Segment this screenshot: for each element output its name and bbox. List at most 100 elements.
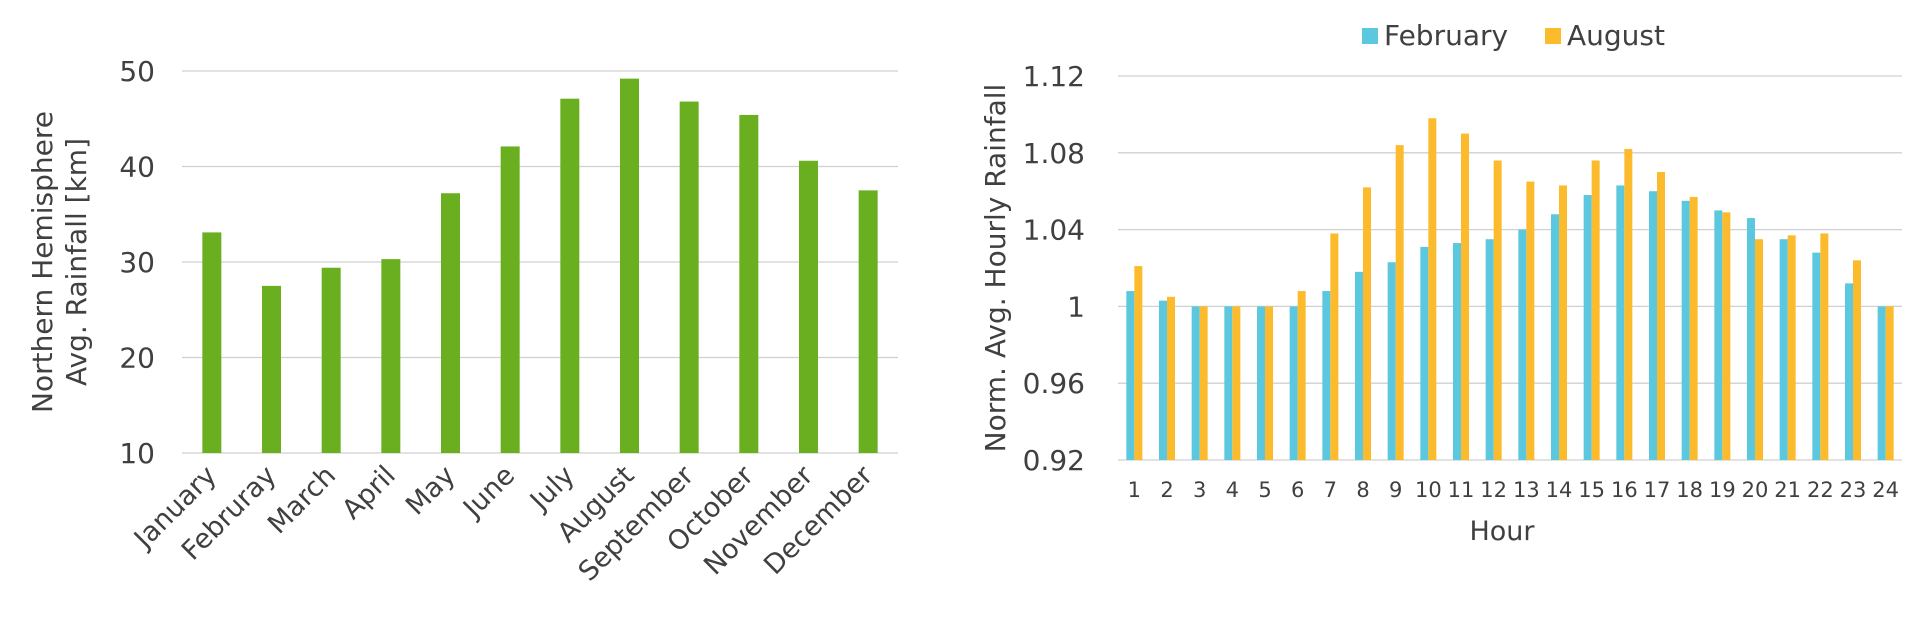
bar [202, 232, 222, 453]
bar [858, 190, 878, 453]
x-tick-label: 17 [1644, 478, 1671, 502]
bar [262, 285, 281, 453]
bar [560, 98, 580, 453]
bar-february [1747, 218, 1755, 460]
bar-february [1877, 306, 1886, 460]
x-tick-label: 5 [1258, 478, 1271, 502]
x-tick-label: 19 [1709, 478, 1736, 502]
x-tick-label: May [400, 460, 461, 521]
x-tick-label: 7 [1324, 478, 1337, 502]
x-tick-label: 4 [1226, 478, 1239, 502]
bar [679, 101, 699, 453]
bar [739, 114, 759, 454]
bar-august [1167, 296, 1175, 460]
bar-february [1224, 306, 1233, 460]
x-axis-title: Hour [1469, 516, 1535, 547]
x-tick-label: March [262, 460, 342, 540]
bar-august [1330, 233, 1339, 460]
x-tick-label: 18 [1676, 478, 1703, 502]
bar-august [1657, 172, 1665, 460]
legend-swatch [1362, 28, 1378, 44]
bar [321, 267, 341, 453]
y-tick-label: 20 [119, 342, 155, 375]
bar-february [1289, 306, 1298, 460]
y-tick-label: 0.96 [1023, 367, 1085, 400]
bar-february [1453, 243, 1461, 460]
bar-february [1779, 239, 1788, 460]
legend-swatch [1545, 28, 1561, 44]
x-tick-label: 22 [1807, 478, 1834, 502]
legend-label: February [1384, 19, 1508, 52]
x-tick-label: 13 [1513, 478, 1540, 502]
bar-february [1420, 246, 1429, 460]
y-axis-title: Northern Hemisphere Avg. Rainfall [km] [26, 111, 93, 413]
bar-february [1616, 185, 1625, 460]
x-tick-label: 11 [1448, 478, 1475, 502]
bar-february [1126, 291, 1135, 460]
bar-august [1689, 196, 1698, 460]
x-tick-label: 14 [1546, 478, 1573, 502]
bar-february [1649, 191, 1657, 460]
bar-february [1681, 200, 1690, 461]
bar-august [1134, 266, 1143, 460]
bar-august [1297, 291, 1306, 460]
y-tick-label: 50 [119, 55, 155, 88]
bar-february [1322, 291, 1331, 460]
bar-august [1853, 260, 1861, 460]
bar-august [1624, 148, 1633, 460]
y-axis-title-line: Northern Hemisphere [26, 111, 59, 413]
bar-august [1363, 187, 1371, 461]
x-tick-label: 3 [1193, 478, 1206, 502]
x-tick-label: 21 [1774, 478, 1801, 502]
x-tick-label: 1 [1128, 478, 1141, 502]
y-axis-title-text: Norm. Avg. Hourly Rainfall [979, 84, 1012, 453]
bar-february [1355, 271, 1363, 460]
y-tick-label: 1 [1067, 290, 1085, 323]
bar-august [1265, 306, 1273, 460]
bar-february [1518, 229, 1527, 460]
bar-august [1722, 212, 1731, 460]
y-axis-title: Norm. Avg. Hourly Rainfall [979, 84, 1012, 453]
x-tick-label: 8 [1356, 478, 1369, 502]
x-tick-label: April [336, 460, 402, 526]
bar-august [1526, 181, 1535, 460]
bar [441, 193, 460, 454]
bar-august [1428, 118, 1437, 461]
monthly-rainfall-chart: 1020304050JanuaryFebrurayMarchAprilMayJu… [26, 55, 898, 587]
x-tick-label: 10 [1415, 478, 1442, 502]
bar-august [1199, 306, 1208, 460]
bar-february [1714, 210, 1723, 460]
bar-february [1845, 283, 1853, 460]
x-tick-label: 6 [1291, 478, 1304, 502]
bar [799, 160, 818, 453]
x-tick-label: 23 [1840, 478, 1867, 502]
y-tick-label: 40 [119, 151, 155, 184]
bar-february [1159, 300, 1167, 460]
bar-february [1812, 252, 1821, 460]
bar [620, 78, 639, 453]
x-tick-label: 2 [1160, 478, 1173, 502]
y-axis-title-line: Avg. Rainfall [km] [60, 138, 93, 386]
bar [500, 146, 520, 453]
y-tick-label: 1.12 [1023, 60, 1085, 93]
x-tick-label: 20 [1742, 478, 1769, 502]
bar-february [1485, 239, 1494, 460]
x-tick-label: 16 [1611, 478, 1638, 502]
bar-august [1591, 160, 1600, 461]
y-tick-label: 1.08 [1023, 137, 1085, 170]
y-tick-label: 1.04 [1023, 214, 1085, 247]
y-tick-label: 30 [119, 246, 155, 279]
bar-february [1583, 195, 1592, 461]
x-tick-label: 24 [1872, 478, 1899, 502]
bar-august [1559, 185, 1567, 460]
y-tick-label: 10 [119, 437, 155, 470]
bar-august [1493, 160, 1502, 461]
x-tick-label: 9 [1389, 478, 1402, 502]
bar-august [1395, 145, 1404, 460]
bar-august [1787, 235, 1796, 460]
x-tick-label: 15 [1578, 478, 1605, 502]
bar-august [1755, 239, 1763, 460]
bar-august [1232, 306, 1241, 460]
y-tick-label: 0.92 [1023, 444, 1085, 477]
